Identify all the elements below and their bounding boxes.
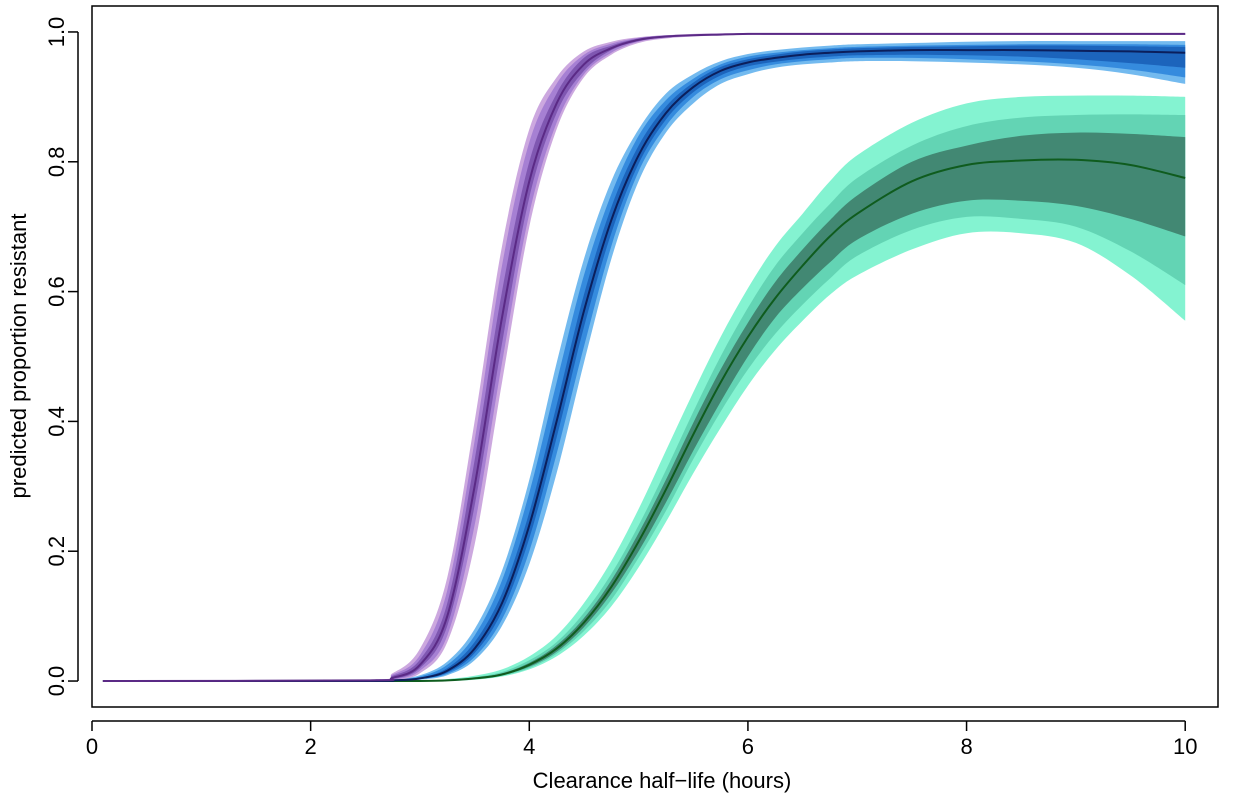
x-tick-label: 10 [1173, 734, 1197, 759]
series-3-line [102, 158, 1186, 683]
y-tick-label: 0.8 [44, 147, 69, 178]
series-2-band-1 [102, 41, 1186, 682]
y-tick-label: 0.0 [44, 666, 69, 697]
y-tick-label: 0.2 [44, 536, 69, 567]
series-2-line [102, 49, 1186, 683]
x-tick-label: 8 [960, 734, 972, 759]
x-tick-label: 4 [523, 734, 535, 759]
y-tick-label: 0.4 [44, 406, 69, 437]
series-1-line [102, 32, 1186, 682]
confidence-bands [102, 33, 1186, 682]
series-lines [102, 32, 1186, 683]
y-axis-title: predicted proportion resistant [6, 214, 31, 499]
y-tick-label: 0.6 [44, 276, 69, 307]
y-tick-label: 1.0 [44, 17, 69, 48]
x-axis: 0 2 4 6 8 10 [86, 720, 1197, 759]
series-3-band-3 [102, 132, 1186, 682]
series-3-band-1 [102, 95, 1186, 682]
plot-frame [91, 5, 1219, 708]
x-tick-label: 6 [742, 734, 754, 759]
x-tick-label: 2 [305, 734, 317, 759]
x-tick-label: 0 [86, 734, 98, 759]
y-axis: 0.0 0.2 0.4 0.6 0.8 1.0 [44, 17, 79, 697]
x-axis-title: Clearance half−life (hours) [533, 768, 792, 793]
